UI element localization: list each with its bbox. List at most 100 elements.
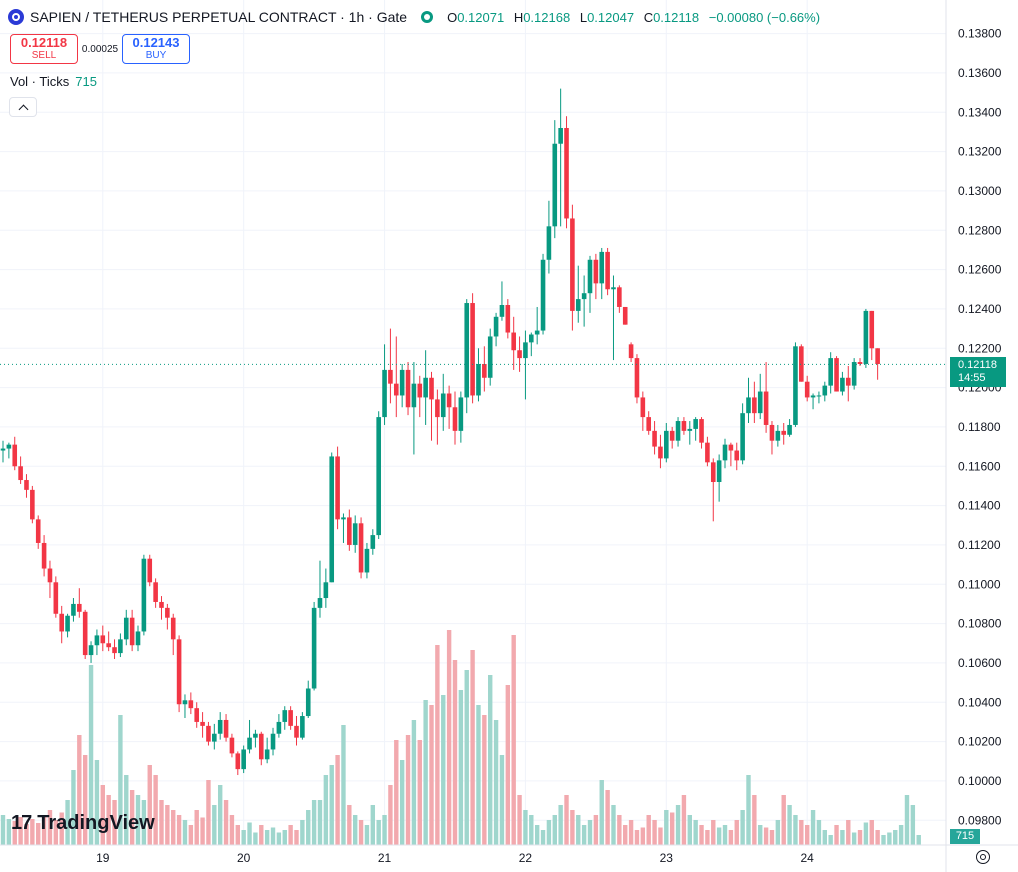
buy-price: 0.12143	[132, 35, 180, 50]
trade-buttons: 0.12118 SELL 0.00025 0.12143 BUY	[0, 33, 190, 65]
volume-bar	[194, 810, 199, 845]
volume-bar	[370, 805, 376, 845]
time-axis[interactable]: 19 20 21 22 23 24	[0, 844, 1018, 865]
buy-button[interactable]: 0.12143 BUY	[122, 34, 190, 64]
tradingview-mark-icon: 17	[11, 812, 32, 834]
candle-body	[182, 700, 188, 705]
candle-body	[716, 460, 722, 482]
volume-bar	[793, 815, 798, 845]
volume-bar	[493, 720, 499, 845]
time-tick-label: 19	[96, 851, 110, 865]
price-tick-label: 0.11000	[958, 577, 1001, 591]
volume-bar	[799, 820, 804, 845]
volume-bar	[253, 832, 258, 845]
volume-bar	[781, 795, 786, 845]
market-status-icon[interactable]	[421, 11, 434, 23]
volume-bar	[329, 765, 334, 845]
volume-bar	[347, 805, 352, 845]
candle-body	[288, 710, 293, 726]
volume-bar	[176, 815, 182, 845]
bar-countdown: 14:55	[958, 372, 986, 384]
candle-body	[699, 419, 704, 443]
ohlc-change-value: −0.00080 (−0.66%)	[708, 9, 821, 25]
symbol-title[interactable]: SAPIEN / TETHERUS PERPETUAL CONTRACT · 1…	[30, 9, 408, 25]
volume-bar	[41, 815, 47, 845]
candle-body	[65, 615, 70, 632]
candle-body	[845, 377, 851, 386]
gear-icon[interactable]	[976, 850, 990, 864]
volume-bar	[435, 645, 440, 845]
candle-body	[658, 446, 663, 459]
price-tick-label: 0.13400	[958, 105, 1002, 119]
candle-body	[71, 603, 76, 616]
candle-body	[851, 362, 857, 386]
volume-bar	[112, 800, 117, 845]
volume-bar	[693, 820, 698, 845]
price-tick-label: 0.13800	[958, 27, 1002, 41]
volume-bar	[687, 815, 692, 845]
volume-bar	[88, 665, 94, 845]
volume-bar	[499, 755, 505, 845]
volume-bar	[881, 835, 886, 845]
price-axis[interactable]: 0.13800 0.13600 0.13400 0.13200 0.13000 0.128…	[945, 0, 1002, 872]
time-tick-label: 24	[801, 851, 815, 865]
candle-body	[593, 259, 599, 284]
candle-body	[77, 603, 82, 612]
candle-body	[617, 287, 622, 307]
candle-body	[235, 753, 241, 770]
price-tick-label: 0.10400	[958, 695, 1002, 709]
volume-bar	[640, 827, 646, 845]
candle-body	[875, 348, 880, 364]
volume-bar	[429, 705, 434, 845]
volume-bar	[36, 823, 41, 845]
candle-body	[411, 383, 417, 408]
volume-bar	[294, 830, 299, 845]
volume-bar	[200, 817, 205, 845]
volume-bar	[300, 820, 305, 845]
spread-value: 0.00025	[81, 43, 119, 55]
candle-body	[493, 316, 499, 337]
chevron-up-icon	[18, 104, 28, 114]
volume-bar	[153, 775, 158, 845]
volume-bar	[382, 815, 387, 845]
volume-bar	[124, 775, 129, 845]
candle-body	[787, 424, 792, 435]
volume-bar	[364, 825, 370, 845]
candle-body	[734, 450, 740, 461]
collapse-legend-button[interactable]	[9, 97, 37, 117]
candle-body	[834, 358, 839, 392]
candle-body	[399, 369, 405, 396]
candle-body	[241, 749, 246, 770]
last-volume-tag: 715	[950, 829, 980, 844]
volume-bar	[482, 715, 487, 845]
volume-legend[interactable]: Vol · Ticks 715	[10, 74, 97, 89]
candle-body	[710, 462, 716, 482]
candle-body	[382, 369, 387, 418]
tradingview-wordmark: TradingView	[37, 812, 155, 834]
tradingview-logo[interactable]: 17 TradingView	[11, 812, 155, 835]
candle-body	[153, 582, 158, 602]
candle-body	[329, 456, 335, 583]
volume-bar	[593, 815, 599, 845]
volume-bar	[834, 825, 839, 845]
volume-bar	[523, 810, 528, 845]
candle-body	[476, 364, 481, 396]
volume-bar	[206, 780, 211, 845]
volume-bar	[53, 820, 59, 845]
candle-body	[276, 721, 282, 734]
volume-bar	[529, 815, 534, 845]
sell-button[interactable]: 0.12118 SELL	[10, 34, 78, 64]
candle-body	[822, 385, 828, 396]
price-tick-label: 0.10800	[958, 617, 1002, 631]
volume-bar	[100, 785, 105, 845]
volume-bar	[288, 825, 293, 845]
candle-body	[253, 733, 258, 738]
candle-body	[517, 350, 522, 359]
candle-body	[775, 430, 781, 441]
volume-bar	[728, 830, 734, 845]
volume-bar	[804, 825, 810, 845]
volume-bars	[0, 630, 921, 845]
volume-bar	[763, 827, 769, 845]
volume-bar	[118, 715, 123, 845]
